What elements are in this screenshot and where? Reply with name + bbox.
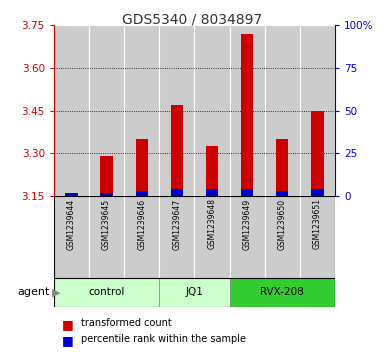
- Bar: [194, 25, 229, 196]
- Bar: [54, 278, 159, 307]
- Bar: [124, 25, 159, 196]
- Bar: [194, 196, 229, 278]
- Text: GSM1239647: GSM1239647: [172, 199, 181, 250]
- Text: GSM1239646: GSM1239646: [137, 199, 146, 250]
- Bar: [229, 25, 265, 196]
- Text: GSM1239649: GSM1239649: [243, 199, 252, 250]
- Bar: [124, 196, 159, 278]
- Bar: [54, 25, 89, 196]
- Bar: [89, 196, 124, 278]
- Bar: [65, 193, 78, 196]
- Text: control: control: [89, 287, 125, 297]
- Text: GDS5340 / 8034897: GDS5340 / 8034897: [122, 13, 263, 27]
- Text: GSM1239648: GSM1239648: [208, 199, 216, 249]
- Bar: [264, 196, 300, 278]
- Bar: [65, 193, 78, 196]
- Text: agent: agent: [18, 287, 50, 297]
- Text: transformed count: transformed count: [81, 318, 172, 328]
- Bar: [100, 193, 113, 196]
- Bar: [241, 34, 253, 196]
- Bar: [100, 156, 113, 196]
- Bar: [136, 191, 148, 196]
- Bar: [264, 25, 300, 196]
- Bar: [54, 196, 89, 278]
- Bar: [159, 25, 194, 196]
- Bar: [159, 196, 194, 278]
- Bar: [229, 278, 335, 307]
- Text: GSM1239645: GSM1239645: [102, 199, 111, 250]
- Text: GSM1239650: GSM1239650: [278, 199, 287, 250]
- Bar: [276, 139, 288, 196]
- Bar: [136, 139, 148, 196]
- Text: ▶: ▶: [52, 287, 60, 297]
- Bar: [171, 105, 183, 196]
- Text: percentile rank within the sample: percentile rank within the sample: [81, 334, 246, 344]
- Text: RVX-208: RVX-208: [260, 287, 304, 297]
- Bar: [159, 278, 229, 307]
- Bar: [89, 25, 124, 196]
- Text: ■: ■: [62, 318, 74, 331]
- Text: GSM1239651: GSM1239651: [313, 199, 322, 249]
- Text: JQ1: JQ1: [186, 287, 203, 297]
- Bar: [300, 196, 335, 278]
- Bar: [171, 189, 183, 196]
- Bar: [276, 191, 288, 196]
- Text: ■: ■: [62, 334, 74, 347]
- Bar: [300, 25, 335, 196]
- Bar: [311, 111, 323, 196]
- Bar: [241, 189, 253, 196]
- Bar: [206, 189, 218, 196]
- Text: GSM1239644: GSM1239644: [67, 199, 76, 250]
- Bar: [206, 146, 218, 196]
- Bar: [311, 189, 323, 196]
- Bar: [229, 196, 265, 278]
